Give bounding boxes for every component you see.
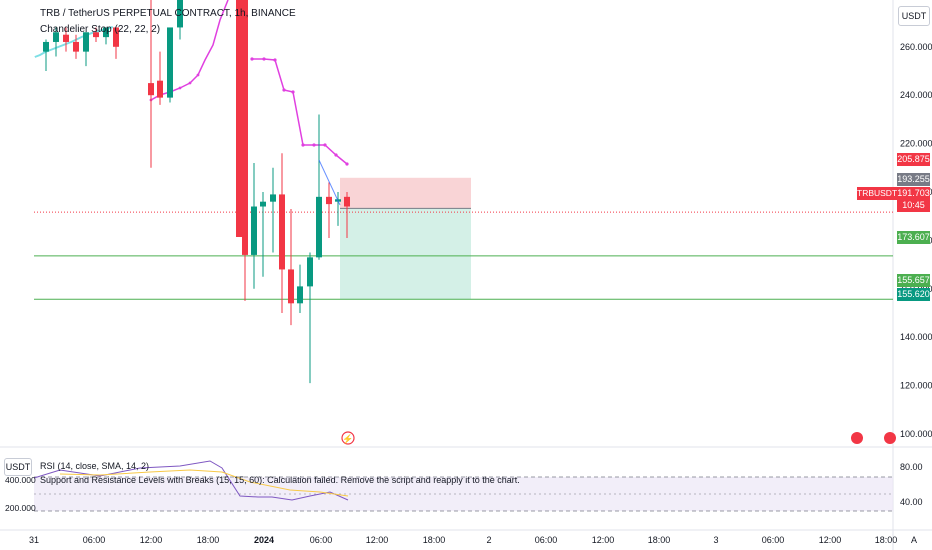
countdown-tag: 10:45 — [897, 199, 930, 212]
rsi-tick-80: 80.00 — [900, 462, 923, 472]
projection-line — [318, 159, 341, 206]
candle-body — [242, 0, 248, 255]
symbol-tag: TRBUSDT.P — [857, 187, 905, 200]
chandelier-point — [196, 73, 200, 77]
x-tick-label: 18:00 — [648, 535, 671, 545]
rsi-tick-40: 40.00 — [900, 497, 923, 507]
candle-body — [260, 201, 266, 207]
x-tick-label: 06:00 — [310, 535, 333, 545]
x-tick-label: A — [911, 535, 917, 545]
chandelier-point — [312, 143, 316, 147]
event-icon — [851, 432, 863, 444]
y-tick-label: 260.000 — [900, 42, 932, 52]
currency-button[interactable]: USDT — [898, 6, 930, 26]
chandelier-point — [291, 90, 295, 94]
candle-body — [177, 0, 183, 28]
flash-icon-glyph: ⚡ — [342, 433, 353, 445]
chandelier-point — [273, 58, 277, 62]
rsi-currency-button[interactable]: USDT — [4, 458, 32, 476]
y-tick-label: 120.000 — [900, 381, 932, 391]
x-tick-label: 06:00 — [762, 535, 785, 545]
rsi-title[interactable]: RSI (14, close, SMA, 14, 2) — [40, 461, 150, 471]
indicator-error-message: Support and Resistance Levels with Break… — [40, 475, 520, 485]
stop-loss-zone — [340, 177, 471, 209]
chart-title: TRB / TetherUS PERPETUAL CONTRACT, 1h, B… — [40, 8, 296, 19]
chandelier-point — [334, 153, 338, 157]
x-tick-label: 18:00 — [197, 535, 220, 545]
candle-body — [326, 196, 332, 205]
chandelier-point — [188, 81, 192, 85]
x-tick-label: 3 — [713, 535, 718, 545]
y-tick-label: 240.000 — [900, 90, 932, 100]
candle-body — [63, 34, 69, 42]
x-tick-label: 06:00 — [535, 535, 558, 545]
candle-body — [53, 32, 59, 42]
price-tag-stop: 205.875 — [897, 153, 930, 166]
x-tick-label: 18:00 — [423, 535, 446, 545]
event-icon — [884, 432, 896, 444]
chandelier-point — [345, 162, 349, 166]
x-tick-label: 31 — [29, 535, 39, 545]
price-tag-support-2b: 155.620 — [897, 288, 930, 301]
candle-body — [73, 41, 79, 52]
candle-body — [93, 32, 99, 38]
x-tick-label: 12:00 — [592, 535, 615, 545]
candle-body — [43, 41, 49, 52]
candle-body — [251, 206, 257, 255]
chandelier-point — [323, 143, 327, 147]
candle-body — [344, 196, 350, 207]
candle-body — [307, 257, 313, 287]
chandelier-point — [262, 57, 266, 61]
candle-body — [157, 80, 163, 98]
x-tick-label: 12:00 — [366, 535, 389, 545]
candle-body — [270, 194, 276, 202]
chandelier-short-line — [150, 0, 229, 101]
x-tick-label: 12:00 — [819, 535, 842, 545]
indicator-chandelier-label[interactable]: Chandelier Stop (22, 22, 2) — [40, 24, 161, 35]
chandelier-short-line — [252, 58, 348, 165]
x-tick-label: 2024 — [254, 535, 274, 545]
candle-body — [113, 27, 119, 47]
chandelier-point — [250, 57, 254, 61]
price-tag-last: 191.703 — [897, 187, 930, 200]
y-tick-label: 220.000 — [900, 139, 932, 149]
rsi-left-scale-bottom: 200.000 — [5, 503, 36, 513]
flash-icon — [341, 431, 355, 445]
x-tick-label: 12:00 — [140, 535, 163, 545]
x-tick-label: 2 — [486, 535, 491, 545]
x-tick-label: 06:00 — [83, 535, 106, 545]
candle-body — [103, 27, 109, 38]
candle-body — [297, 286, 303, 304]
candle-body — [148, 83, 154, 96]
y-tick-label: 140.000 — [900, 332, 932, 342]
chandelier-point — [301, 143, 305, 147]
candle-body — [83, 32, 89, 52]
candle-body — [279, 194, 285, 270]
price-tag-support-2a: 155.657 — [897, 274, 930, 287]
candle-body — [316, 196, 322, 258]
rsi-ma-line — [59, 469, 349, 497]
take-profit-zone — [340, 208, 471, 300]
candle-body — [236, 0, 243, 237]
candle-body — [167, 27, 173, 98]
chandelier-point — [178, 86, 182, 90]
candle-body — [288, 269, 294, 304]
x-tick-label: 18:00 — [875, 535, 898, 545]
price-tag-support-1: 173.607 — [897, 231, 930, 244]
y-tick-label: 100.000 — [900, 429, 932, 439]
chandelier-point — [282, 88, 286, 92]
price-tag-entry: 193.255 — [897, 173, 930, 186]
rsi-left-scale-top: 400.000 — [5, 475, 36, 485]
